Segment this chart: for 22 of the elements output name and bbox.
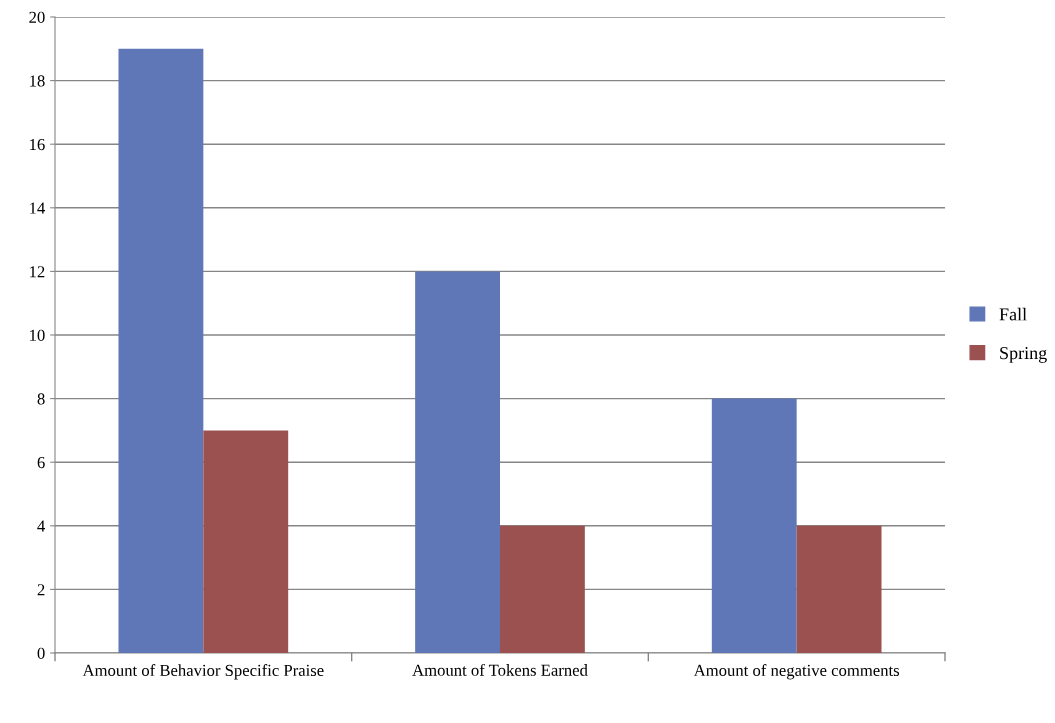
y-tick-label: 16 <box>30 138 45 151</box>
y-tick-label: 12 <box>30 266 45 278</box>
bar <box>796 525 882 653</box>
bar <box>500 525 585 653</box>
y-tick-label: 8 <box>37 393 45 405</box>
y-tick-label: 14 <box>30 202 46 214</box>
legend-label: Spring <box>1000 347 1047 363</box>
bar <box>203 430 289 653</box>
y-tick-label: 10 <box>30 329 45 341</box>
x-tick-label: Amount of Tokens Earned <box>412 663 588 676</box>
bar <box>415 271 500 653</box>
y-tick-label: 0 <box>37 647 45 659</box>
bar <box>118 48 204 653</box>
y-tick-label: 6 <box>37 456 45 469</box>
x-tick-label: Amount of negative comments <box>693 664 900 680</box>
y-tick-label: 4 <box>37 520 46 532</box>
y-tick-label: 18 <box>30 75 45 87</box>
x-tick-label: Amount of Behavior Specific Praise <box>82 664 324 680</box>
legend-label: Fall <box>999 307 1027 321</box>
y-tick-label: 2 <box>37 584 45 596</box>
bar <box>711 398 797 653</box>
y-tick-label: 20 <box>29 11 45 23</box>
